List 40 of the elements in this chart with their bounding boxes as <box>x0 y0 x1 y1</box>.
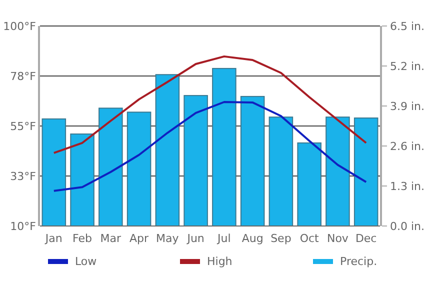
y2-tick-label: 1.3 in. <box>390 180 425 193</box>
line-series <box>52 55 368 154</box>
legend-label: Low <box>75 255 97 268</box>
bar <box>240 96 265 226</box>
x-tick-label: Feb <box>72 232 92 245</box>
bar <box>354 118 378 226</box>
line-series <box>52 101 368 192</box>
bar <box>98 108 123 226</box>
legend-label: High <box>207 255 232 268</box>
x-tick-label: Aug <box>242 232 264 245</box>
bar <box>126 112 152 226</box>
y2-tick-label: 5.2 in. <box>390 60 425 73</box>
y2-tick-label: 2.6 in. <box>390 140 425 153</box>
x-tick-label: Dec <box>355 232 377 245</box>
x-tick-label: Jul <box>216 232 231 245</box>
y-tick-label: 33°F <box>10 170 36 183</box>
x-tick-label: Mar <box>100 232 122 245</box>
y-tick-label: 10°F <box>10 220 36 233</box>
bar <box>70 134 94 226</box>
x-tick-label: Sep <box>270 232 292 245</box>
y-tick-label: 100°F <box>3 20 36 33</box>
y2-tick-label: 6.5 in. <box>390 20 425 33</box>
bar <box>212 68 236 226</box>
bar <box>297 142 322 226</box>
bar <box>155 74 180 226</box>
x-tick-label: Apr <box>130 232 150 245</box>
bar <box>268 116 294 226</box>
bar <box>326 116 350 226</box>
y-tick-label: 55°F <box>10 120 36 133</box>
x-tick-label: Nov <box>326 232 349 245</box>
x-tick-label: May <box>156 232 180 245</box>
x-tick-label: Jun <box>186 232 204 245</box>
y2-tick-label: 0.0 in. <box>390 220 425 233</box>
x-tick-label: Oct <box>300 232 320 245</box>
y2-tick-label: 3.9 in. <box>390 100 425 113</box>
bar <box>184 95 208 226</box>
y-tick-label: 78°F <box>10 70 36 83</box>
legend-label: Precip. <box>340 255 378 268</box>
bar <box>42 118 66 226</box>
x-tick-label: Jan <box>44 232 62 245</box>
